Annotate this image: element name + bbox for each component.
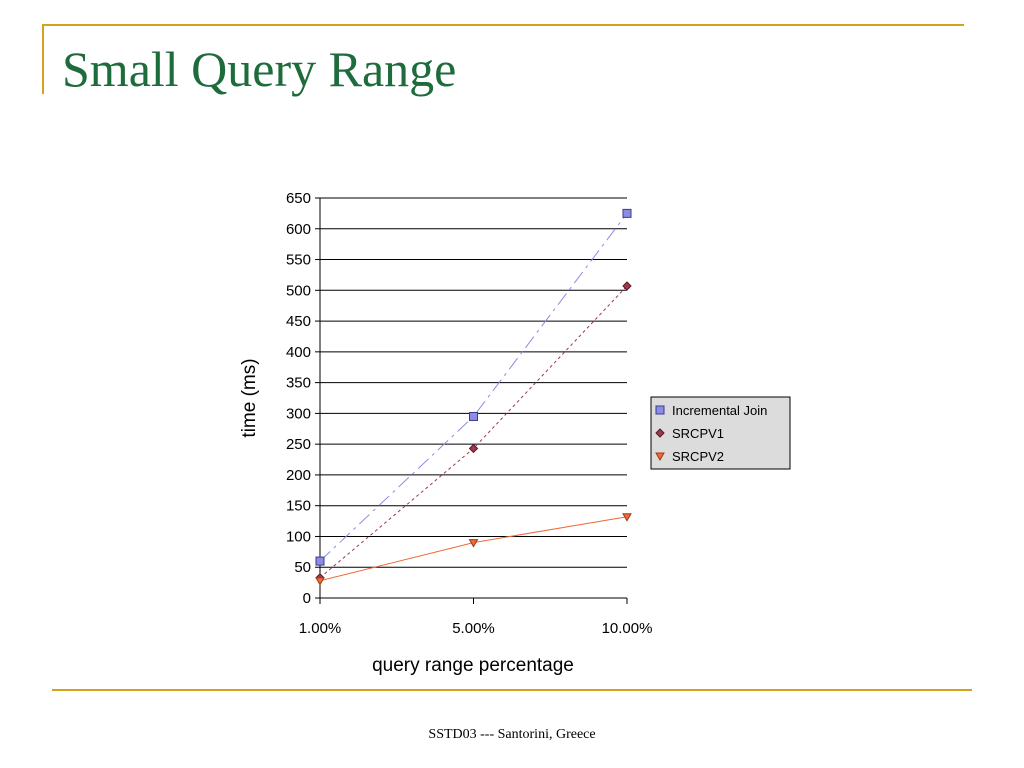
y-tick-label: 50 [294, 559, 311, 576]
data-point [468, 539, 479, 548]
y-tick-label: 250 [286, 436, 311, 453]
y-tick-label: 550 [286, 252, 311, 269]
data-point [622, 281, 632, 291]
data-point [469, 411, 478, 421]
x-tick-label: 1.00% [299, 620, 342, 637]
axes: 0 50 100 150 200 250 300 350 400 450 500 550 600 650 1… [286, 190, 652, 637]
legend: Incremental Join SRCPV1 SRCPV2 [650, 396, 791, 470]
footer-text: SSTD03 --- Santorini, Greece [428, 727, 596, 742]
side-rule [42, 24, 44, 94]
series-line-2 [319, 516, 628, 582]
y-tick-label: 150 [286, 498, 311, 515]
legend-label: SRCPV2 [672, 449, 724, 464]
series-layer [315, 208, 632, 586]
data-point [315, 556, 325, 566]
x-axis-label: query range percentage [372, 655, 574, 676]
top-rule [42, 24, 964, 26]
legend-marker [655, 428, 665, 438]
y-tick-label: 450 [286, 313, 311, 330]
y-axis-label: time (ms) [239, 358, 260, 437]
bottom-rule [52, 689, 972, 691]
legend-box [650, 396, 791, 470]
y-tick-label: 100 [286, 528, 311, 545]
slide-title: Small Query Range [62, 41, 457, 97]
legend-label: Incremental Join [672, 403, 767, 418]
y-tick-label: 650 [286, 190, 311, 207]
chart: 0 50 100 150 200 250 300 350 400 450 500 550 600 650 1… [239, 190, 791, 676]
x-tick-label: 5.00% [452, 620, 495, 637]
series-line-0 [319, 213, 628, 562]
y-tick-label: 0 [303, 590, 311, 607]
legend-marker [655, 452, 665, 462]
series-line-1 [319, 285, 628, 579]
data-point [622, 208, 632, 218]
grid [320, 197, 627, 599]
y-tick-label: 350 [286, 375, 311, 392]
legend-marker [655, 405, 665, 415]
legend-label: SRCPV1 [672, 426, 724, 441]
y-tick-label: 500 [286, 282, 311, 299]
y-tick-label: 400 [286, 344, 311, 361]
x-tick-label: 10.00% [602, 620, 653, 637]
data-point [622, 513, 632, 522]
y-tick-label: 600 [286, 221, 311, 238]
data-point [315, 577, 325, 586]
y-tick-label: 200 [286, 467, 311, 484]
data-point [468, 443, 479, 454]
y-tick-label: 300 [286, 405, 311, 422]
